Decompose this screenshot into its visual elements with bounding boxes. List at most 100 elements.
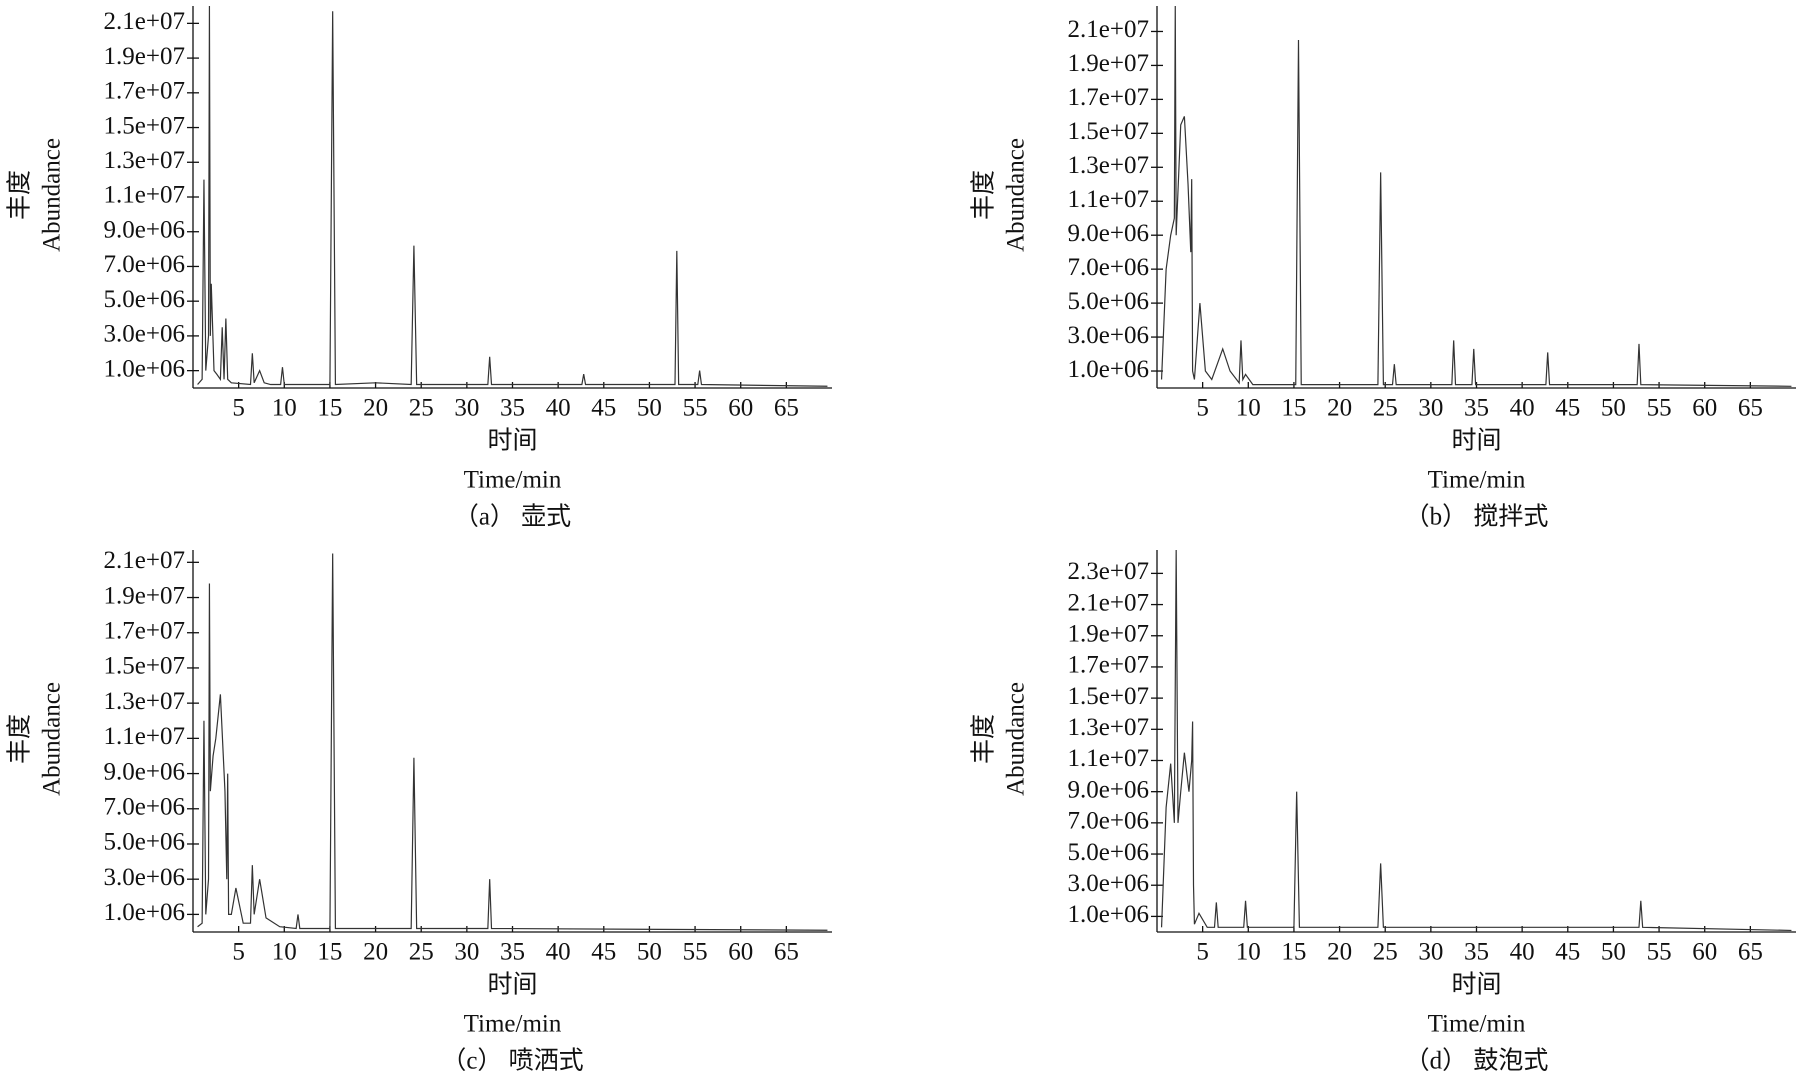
subplot: 1.0e+06 3.0e+06 5.0e+06 7.0e+06 9.0e+06 1.1e+… <box>970 5 1796 531</box>
caption: （c） 喷洒式 <box>441 1047 583 1075</box>
x-axis-label: Time/min <box>464 1011 562 1038</box>
x-tick-label: 25 <box>1373 939 1398 966</box>
x-tick-label: 65 <box>1738 939 1763 966</box>
y-tick-label: 5.0e+06 <box>104 286 185 313</box>
x-tick-label: 50 <box>1601 395 1626 422</box>
y-tick-label: 1.0e+06 <box>1068 356 1149 383</box>
x-tick-label: 10 <box>272 939 297 966</box>
y-tick-label: 5.0e+06 <box>1068 839 1149 866</box>
caption: （b） 搅拌式 <box>1405 503 1549 531</box>
y-tick-label: 3.0e+06 <box>104 321 185 348</box>
y-axis-label-cn: 丰度 <box>970 170 998 220</box>
y-tick-label: 1.3e+07 <box>104 147 185 174</box>
y-tick-label: 1.7e+07 <box>1068 84 1149 111</box>
y-tick-label: 7.0e+06 <box>104 251 185 278</box>
y-tick-label: 1.9e+07 <box>104 582 185 609</box>
y-tick-label: 1.0e+06 <box>104 899 185 926</box>
x-tick-label: 5 <box>232 939 245 966</box>
y-tick-label: 1.0e+06 <box>1068 901 1149 928</box>
x-axis-label-cn: 时间 <box>1451 971 1501 999</box>
x-tick-label: 55 <box>1647 395 1672 422</box>
y-tick-label: 2.1e+07 <box>104 8 185 35</box>
y-tick-label: 9.0e+06 <box>104 216 185 243</box>
x-axis-label-cn: 时间 <box>487 427 537 455</box>
x-tick-label: 45 <box>591 395 616 422</box>
x-tick-label: 30 <box>454 395 479 422</box>
y-tick-label: 1.3e+07 <box>1068 714 1149 741</box>
subplot: 1.0e+06 3.0e+06 5.0e+06 7.0e+06 9.0e+06 1.1e+… <box>6 5 832 531</box>
x-tick-label: 5 <box>232 395 245 422</box>
y-tick-label: 1.1e+07 <box>1068 186 1149 213</box>
y-tick-label: 1.3e+07 <box>104 688 185 715</box>
y-tick-label: 5.0e+06 <box>1068 288 1149 315</box>
y-tick-label: 1.7e+07 <box>1068 652 1149 679</box>
y-tick-label: 9.0e+06 <box>1068 776 1149 803</box>
y-tick-label: 2.1e+07 <box>1068 16 1149 43</box>
chromatogram-line <box>1160 5 1792 387</box>
y-tick-label: 3.0e+06 <box>104 864 185 891</box>
x-tick-label: 40 <box>1510 395 1535 422</box>
x-tick-label: 5 <box>1196 395 1209 422</box>
y-tick-label: 5.0e+06 <box>104 829 185 856</box>
y-axis-label: Abundance <box>39 138 66 252</box>
y-tick-label: 1.9e+07 <box>104 43 185 70</box>
chromatogram-line <box>197 553 828 931</box>
y-axis-label-cn: 丰度 <box>970 714 998 764</box>
y-tick-label: 2.3e+07 <box>1068 558 1149 585</box>
y-tick-label: 1.9e+07 <box>1068 50 1149 77</box>
y-tick-label: 1.3e+07 <box>1068 152 1149 179</box>
y-axis-label-cn: 丰度 <box>6 170 34 220</box>
x-tick-label: 15 <box>317 939 342 966</box>
x-tick-label: 50 <box>637 939 662 966</box>
y-tick-label: 1.5e+07 <box>1068 683 1149 710</box>
x-tick-label: 25 <box>1373 395 1398 422</box>
y-tick-label: 2.1e+07 <box>104 547 185 574</box>
x-tick-label: 10 <box>1236 939 1261 966</box>
y-tick-label: 1.7e+07 <box>104 617 185 644</box>
subplot: 1.0e+06 3.0e+06 5.0e+06 7.0e+06 9.0e+06 1.1e+… <box>6 547 832 1075</box>
y-tick-label: 2.1e+07 <box>1068 589 1149 616</box>
y-tick-label: 1.1e+07 <box>104 182 185 209</box>
x-tick-label: 45 <box>591 939 616 966</box>
chromatogram-line <box>1160 549 1792 932</box>
x-axis-label: Time/min <box>464 467 562 494</box>
x-tick-label: 15 <box>1281 395 1306 422</box>
x-tick-label: 20 <box>363 395 388 422</box>
y-tick-label: 1.5e+07 <box>104 112 185 139</box>
x-tick-label: 65 <box>1738 395 1763 422</box>
y-tick-label: 7.0e+06 <box>1068 254 1149 281</box>
x-tick-label: 35 <box>1464 939 1489 966</box>
y-tick-label: 1.1e+07 <box>104 723 185 750</box>
x-tick-label: 65 <box>774 939 799 966</box>
y-tick-label: 1.5e+07 <box>1068 118 1149 145</box>
y-axis-label: Abundance <box>1003 682 1030 796</box>
y-axis-label-cn: 丰度 <box>6 714 34 764</box>
x-axis-label-cn: 时间 <box>487 971 537 999</box>
x-tick-label: 40 <box>546 395 571 422</box>
x-tick-label: 65 <box>774 395 799 422</box>
y-tick-label: 7.0e+06 <box>1068 808 1149 835</box>
x-tick-label: 5 <box>1196 939 1209 966</box>
x-tick-label: 15 <box>1281 939 1306 966</box>
chromatogram-line <box>197 5 828 387</box>
x-tick-label: 45 <box>1555 395 1580 422</box>
x-tick-label: 20 <box>1327 395 1352 422</box>
x-tick-label: 35 <box>500 939 525 966</box>
x-tick-label: 35 <box>500 395 525 422</box>
x-tick-label: 60 <box>1692 395 1717 422</box>
x-tick-label: 25 <box>409 939 434 966</box>
y-tick-label: 3.0e+06 <box>1068 870 1149 897</box>
y-tick-label: 3.0e+06 <box>1068 322 1149 349</box>
x-tick-label: 40 <box>1510 939 1535 966</box>
x-tick-label: 55 <box>683 395 708 422</box>
x-axis-label-cn: 时间 <box>1451 427 1501 455</box>
x-tick-label: 60 <box>728 939 753 966</box>
x-tick-label: 50 <box>637 395 662 422</box>
x-tick-label: 45 <box>1555 939 1580 966</box>
y-tick-label: 9.0e+06 <box>104 758 185 785</box>
y-tick-label: 1.9e+07 <box>1068 620 1149 647</box>
y-tick-label: 7.0e+06 <box>104 794 185 821</box>
y-axis-label: Abundance <box>39 682 66 796</box>
x-tick-label: 35 <box>1464 395 1489 422</box>
x-tick-label: 60 <box>1692 939 1717 966</box>
